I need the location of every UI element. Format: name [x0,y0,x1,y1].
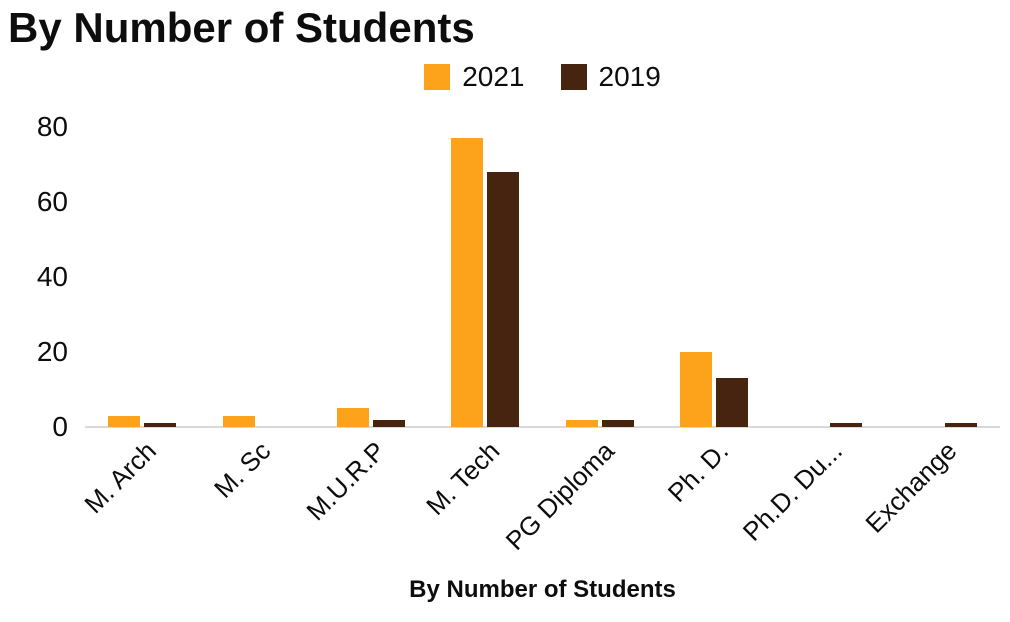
y-tick-label-0: 0 [52,411,68,442]
bar-2019-ph-d[interactable] [716,378,749,427]
legend-swatch-2021 [424,64,451,90]
x-tick-label-exchange: Exchange [859,435,963,539]
legend-swatch-2019 [560,64,587,90]
bar-group-exchange [886,127,1000,427]
bar-2021-m-u-r-p[interactable] [336,408,369,427]
x-tick-label-m-arch: M. Arch [78,435,162,520]
bar-2019-m-arch[interactable] [144,423,177,427]
bar-2021-m-arch[interactable] [108,415,141,427]
legend: 2021 2019 [85,60,1000,94]
x-tick-label-ph-d-du: Ph.D. Du... [737,435,849,547]
x-axis-title: By Number of Students [409,576,676,603]
bar-2019-exchange[interactable] [944,423,977,427]
bar-group-m-sc [199,127,313,427]
x-tick-label-m-u-r-p: M.U.R.P [300,435,391,527]
bar-group-ph-d [657,127,771,427]
bar-2019-pg-diploma[interactable] [601,419,634,427]
y-tick-label-60: 60 [36,186,68,217]
bar-2019-ph-d-du[interactable] [830,423,863,427]
bar-2019-m-u-r-p[interactable] [372,419,405,427]
chart-title: By Number of Students [8,4,475,51]
x-tick-label-m-sc: M. Sc [208,435,277,504]
x-tick-label-m-tech: M. Tech [419,435,506,521]
bar-group-m-u-r-p [314,127,428,427]
legend-label-2021: 2021 [462,61,525,92]
x-tick-label-pg-diploma: PG Diploma [499,435,620,556]
bar-group-m-arch [85,127,199,427]
legend-label-2019: 2019 [598,61,661,92]
y-axis: 0 20 40 60 80 [0,113,68,441]
bar-group-m-tech [428,127,542,427]
bar-groups [85,127,1000,427]
legend-item-2019[interactable]: 2019 [560,61,661,92]
bar-2021-m-sc[interactable] [222,415,255,427]
bar-2019-m-tech[interactable] [487,172,520,427]
y-tick-label-80: 80 [36,111,68,142]
x-tick-label-ph-d: Ph. D. [661,435,734,508]
bar-group-ph-d-du [771,127,885,427]
bar-group-pg-diploma [543,127,657,427]
bar-2021-ph-d[interactable] [680,352,713,427]
y-tick-label-20: 20 [36,336,68,367]
y-tick-label-40: 40 [36,261,68,292]
bar-2021-m-tech[interactable] [451,138,484,427]
plot-area: M. Arch M. Sc M.U.R.P M. Tech PG Diploma Ph. … [78,127,1000,556]
legend-item-2021[interactable]: 2021 [424,61,525,92]
bar-2021-pg-diploma[interactable] [565,419,598,427]
x-axis-line [85,426,1000,428]
